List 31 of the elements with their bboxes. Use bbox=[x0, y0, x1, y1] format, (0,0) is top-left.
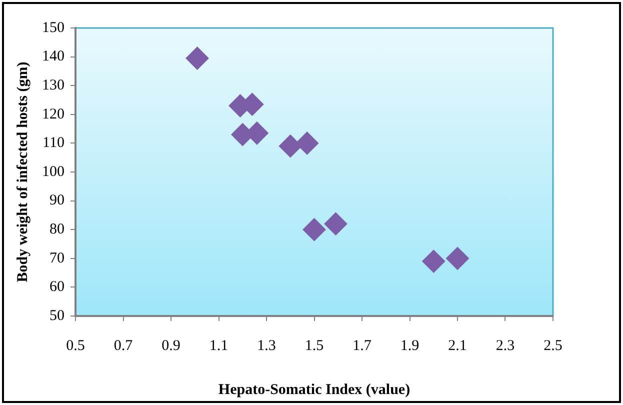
x-axis-title: Hepato-Somatic Index (value) bbox=[218, 382, 410, 398]
x-tick-label: 2.3 bbox=[496, 338, 515, 354]
x-tick-label: 0.7 bbox=[114, 338, 134, 354]
point bbox=[186, 46, 209, 70]
y-tick-label: 100 bbox=[42, 164, 64, 180]
point bbox=[278, 134, 302, 158]
y-tick-label: 140 bbox=[42, 48, 64, 65]
x-tick-label: 0.9 bbox=[162, 338, 180, 354]
x-tick-label: 0.5 bbox=[66, 338, 85, 354]
y-tick-label: 130 bbox=[42, 78, 64, 94]
y-tick-label: 150 bbox=[42, 20, 64, 36]
y-tick-label: 50 bbox=[50, 308, 64, 324]
point bbox=[302, 218, 326, 242]
point bbox=[296, 132, 319, 155]
y-tick-label: 110 bbox=[42, 135, 64, 152]
x-tick-label: 1.9 bbox=[400, 338, 420, 354]
y-tick-label: 70 bbox=[50, 250, 64, 266]
y-axis-title: Body weight of infected hosts (gm) bbox=[14, 62, 31, 282]
y-tick-label: 120 bbox=[42, 106, 64, 122]
y-tick-label: 60 bbox=[50, 279, 64, 296]
x-tick-label: 1.3 bbox=[257, 338, 276, 354]
y-tick-label: 80 bbox=[50, 222, 64, 238]
x-tick-label: 2.1 bbox=[448, 338, 467, 354]
x-tick-label: 1.7 bbox=[352, 338, 372, 354]
x-tick-label: 2.5 bbox=[544, 338, 562, 354]
point bbox=[324, 212, 348, 236]
x-tick-label: 1.1 bbox=[209, 338, 228, 354]
x-tick-label: 1.5 bbox=[304, 338, 324, 354]
y-tick-label: 90 bbox=[50, 192, 64, 209]
point bbox=[446, 246, 469, 270]
point bbox=[422, 250, 446, 273]
